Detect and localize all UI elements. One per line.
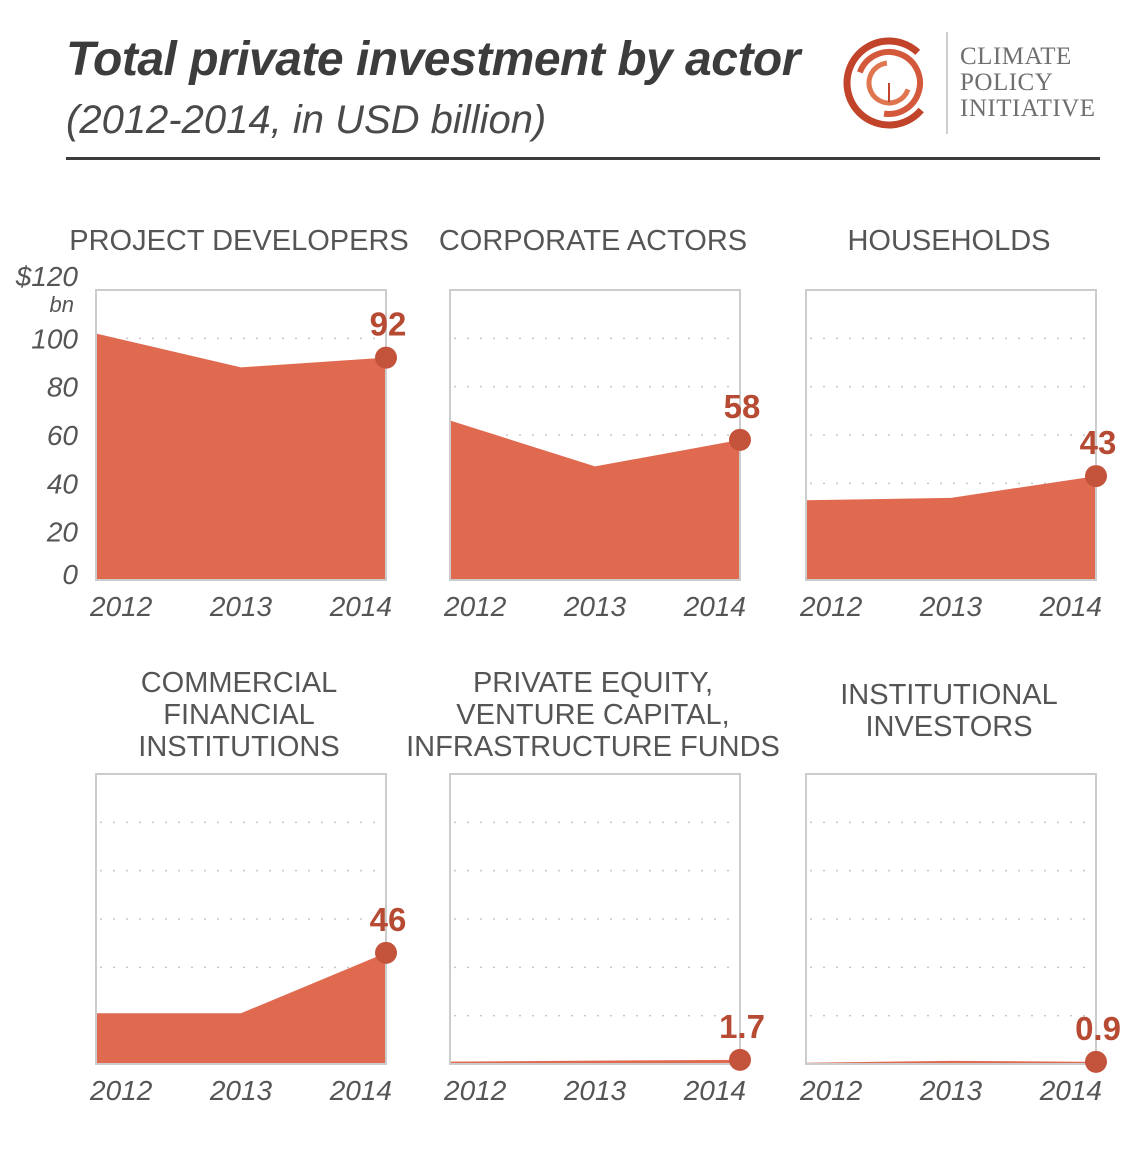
end-point-marker (375, 346, 397, 369)
plot-frame (805, 289, 1097, 581)
panel-title-3-line-1: HOUSEHOLDS (847, 225, 1050, 257)
x-tick-label: 2013 (919, 591, 983, 622)
logo-divider (946, 32, 948, 134)
area-series-2 (450, 420, 740, 580)
plot-frame (805, 773, 1097, 1065)
panel-title-5-line-1: PRIVATE EQUITY, (473, 667, 713, 699)
end-value-label: 1.7 (719, 1008, 765, 1045)
logo-line-2: POLICY (960, 69, 1054, 96)
end-value-label: 0.9 (1075, 1010, 1121, 1047)
header-rule (66, 157, 1100, 160)
end-value-label: 43 (1080, 424, 1117, 461)
y-tick-label: 40 (47, 468, 79, 499)
chart-title: Total private investment by actor (66, 33, 800, 86)
y-tick-label: 100 (31, 323, 78, 354)
x-tick-label: 2012 (443, 1075, 507, 1106)
x-tick-label: 2012 (799, 1075, 863, 1106)
x-tick-label: 2013 (919, 1075, 983, 1106)
x-tick-label: 2014 (683, 591, 746, 622)
panel-title-1-line-1: PROJECT DEVELOPERS (69, 225, 409, 257)
x-tick-label: 2012 (443, 591, 507, 622)
end-value-label: 58 (724, 388, 761, 425)
x-tick-label: 2013 (563, 591, 627, 622)
panel-title-2-line-1: CORPORATE ACTORS (439, 225, 747, 257)
x-tick-label: 2012 (89, 591, 153, 622)
y-tick-label: 80 (47, 372, 79, 403)
y-tick-label: 60 (47, 420, 79, 451)
end-point-marker (1085, 1050, 1107, 1073)
area-series-4 (96, 952, 386, 1064)
panel-title-4-line-1: COMMERCIAL (141, 667, 338, 699)
y-axis-unit: bn (50, 292, 74, 317)
panel-title-6-line-2: INVESTORS (865, 711, 1032, 743)
x-tick-label: 2013 (209, 591, 273, 622)
swirl-icon (843, 37, 935, 129)
end-point-marker (1085, 465, 1107, 488)
area-series-5 (450, 1059, 740, 1064)
x-tick-label: 2014 (329, 591, 392, 622)
area-series-1 (96, 333, 386, 580)
plot-frame (95, 773, 387, 1065)
area-series-3 (806, 476, 1096, 580)
panel-title-5-line-2: VENTURE CAPITAL, (456, 699, 729, 731)
panel-title-4-line-3: INSTITUTIONS (138, 731, 339, 763)
x-tick-label: 2013 (563, 1075, 627, 1106)
x-tick-label: 2014 (683, 1075, 746, 1106)
chart-subtitle: (2012-2014, in USD billion) (66, 98, 547, 142)
plot-frame (449, 773, 741, 1065)
x-tick-label: 2012 (89, 1075, 153, 1106)
logo-line-3: INITIATIVE (960, 95, 1096, 122)
y-tick-label: 20 (46, 517, 79, 548)
x-tick-label: 2012 (799, 591, 863, 622)
end-value-label: 92 (370, 306, 407, 343)
logo-line-1: CLIMATE (960, 43, 1072, 70)
end-value-label: 46 (370, 901, 407, 938)
panel-title-5-line-3: INFRASTRUCTURE FUNDS (406, 731, 780, 763)
y-tick-label: $120 (15, 261, 79, 292)
x-tick-label: 2014 (329, 1075, 392, 1106)
panel-title-4-line-2: FINANCIAL (163, 699, 314, 731)
panel-title-6-line-1: INSTITUTIONAL (840, 679, 1058, 711)
x-tick-label: 2014 (1039, 591, 1102, 622)
end-point-marker (729, 428, 751, 451)
plot-frame (95, 289, 387, 581)
logo-wordmark: CLIMATE POLICY INITIATIVE (960, 44, 1096, 122)
x-tick-label: 2013 (209, 1075, 273, 1106)
end-point-marker (729, 1048, 751, 1071)
y-tick-label: 0 (62, 559, 78, 590)
end-point-marker (375, 941, 397, 964)
x-tick-label: 2014 (1039, 1075, 1102, 1106)
